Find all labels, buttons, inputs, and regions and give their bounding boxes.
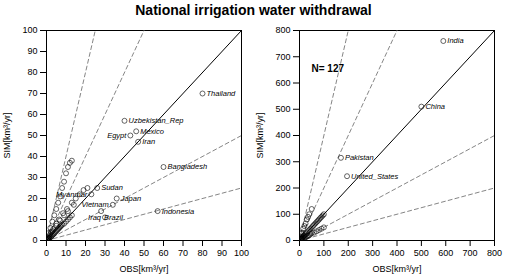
svg-text:Sudan: Sudan	[101, 183, 123, 192]
svg-text:Uzbekistan_Rep: Uzbekistan_Rep	[129, 116, 184, 125]
svg-text:400: 400	[389, 248, 404, 258]
svg-text:10: 10	[27, 214, 37, 224]
svg-text:800: 800	[275, 25, 290, 35]
svg-text:10: 10	[61, 248, 71, 258]
svg-text:Iraq: Iraq	[88, 213, 102, 222]
svg-text:Bangladesh: Bangladesh	[168, 162, 208, 171]
svg-text:100: 100	[316, 248, 331, 258]
svg-text:Japan: Japan	[120, 194, 141, 203]
svg-text:0: 0	[32, 235, 37, 245]
svg-text:20: 20	[27, 193, 37, 203]
svg-text:Egypt: Egypt	[107, 131, 127, 140]
svg-text:100: 100	[22, 25, 37, 35]
html-text:National irrigation water with: National irrigation water withdrawal	[135, 2, 372, 18]
svg-text:700: 700	[463, 248, 478, 258]
svg-text:500: 500	[414, 248, 429, 258]
svg-text:30: 30	[100, 248, 110, 258]
svg-text:300: 300	[365, 248, 380, 258]
svg-text:OBS[km³/yr]: OBS[km³/yr]	[373, 264, 422, 274]
svg-text:90: 90	[217, 248, 227, 258]
svg-text:70: 70	[178, 248, 188, 258]
svg-text:90: 90	[27, 46, 37, 56]
svg-text:Vietnam: Vietnam	[81, 200, 108, 209]
svg-text:50: 50	[139, 248, 149, 258]
svg-text:30: 30	[27, 172, 37, 182]
svg-text:100: 100	[234, 248, 249, 258]
svg-text:Thailand: Thailand	[207, 89, 237, 98]
svg-text:60: 60	[158, 248, 168, 258]
svg-text:Iran: Iran	[142, 137, 155, 146]
svg-text:20: 20	[80, 248, 90, 258]
svg-text:SIM[km³/yr]: SIM[km³/yr]	[255, 113, 265, 159]
svg-text:80: 80	[27, 67, 37, 77]
svg-text:0: 0	[285, 235, 290, 245]
svg-text:700: 700	[275, 52, 290, 62]
svg-text:400: 400	[275, 130, 290, 140]
svg-text:Indonesia: Indonesia	[162, 207, 195, 216]
svg-text:SIM[km³/yr]: SIM[km³/yr]	[2, 113, 12, 159]
svg-text:100: 100	[275, 209, 290, 219]
svg-text:0: 0	[44, 248, 49, 258]
svg-text:300: 300	[275, 157, 290, 167]
svg-text:60: 60	[27, 109, 37, 119]
svg-text:600: 600	[275, 78, 290, 88]
svg-text:N= 127: N= 127	[312, 63, 345, 74]
svg-text:Pakistan: Pakistan	[345, 153, 374, 162]
svg-text:Myanmar: Myanmar	[56, 190, 88, 199]
svg-text:Mexico: Mexico	[140, 127, 164, 136]
svg-text:0: 0	[297, 248, 302, 258]
svg-text:50: 50	[27, 130, 37, 140]
svg-text:800: 800	[487, 248, 502, 258]
svg-text:United_States: United_States	[351, 172, 398, 181]
svg-text:80: 80	[197, 248, 207, 258]
svg-text:China: China	[425, 102, 445, 111]
svg-text:India: India	[447, 36, 463, 45]
svg-text:40: 40	[119, 248, 129, 258]
svg-text:40: 40	[27, 151, 37, 161]
svg-text:600: 600	[438, 248, 453, 258]
svg-text:500: 500	[275, 104, 290, 114]
svg-text:Brazil: Brazil	[104, 213, 123, 222]
svg-text:200: 200	[275, 183, 290, 193]
svg-text:70: 70	[27, 88, 37, 98]
svg-text:200: 200	[341, 248, 356, 258]
svg-text:OBS[km³/yr]: OBS[km³/yr]	[120, 264, 169, 274]
